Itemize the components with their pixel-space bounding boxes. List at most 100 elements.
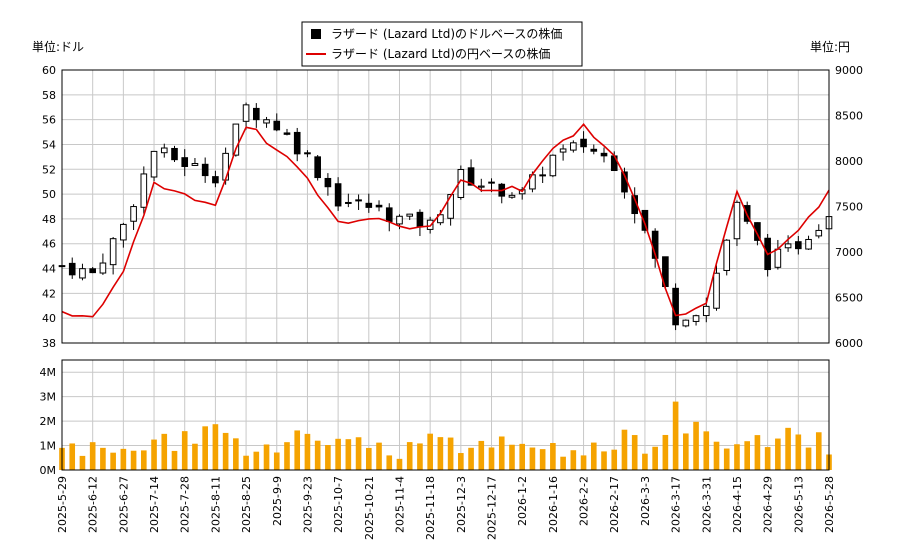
candle-body [590, 148, 598, 152]
volume-bar [263, 444, 270, 470]
candle-body [702, 305, 710, 317]
left-axis-tick-label: 58 [42, 89, 56, 102]
volume-bar [365, 447, 372, 470]
volume-bar [233, 438, 239, 470]
left-axis-tick-label: 60 [42, 64, 56, 77]
x-axis-date-label: 2026-1-2 [516, 476, 529, 526]
candle-body [171, 147, 178, 161]
candle-body [324, 177, 332, 188]
volume-bar [693, 421, 699, 470]
volume-bar [468, 447, 474, 470]
candle-body [508, 194, 516, 198]
right-axis-tick-label: 8000 [835, 155, 863, 168]
volume-bar [171, 450, 178, 470]
candle-body [160, 147, 168, 154]
volume-bar [519, 443, 526, 470]
volume-bar [294, 430, 301, 470]
x-axis-date-label: 2025-12-3 [455, 476, 468, 533]
candle-body [539, 174, 546, 177]
legend-jpy-label: ラザード (Lazard Ltd)の円ベースの株価 [331, 46, 550, 61]
left-axis-tick-label: 38 [42, 337, 56, 350]
volume-bar [376, 442, 382, 470]
volume-bar [488, 447, 495, 470]
volume-bar [79, 455, 86, 470]
candle-body [682, 319, 690, 327]
volume-bar [458, 453, 464, 470]
candlestick-series [58, 102, 833, 331]
candle-body [580, 138, 587, 148]
candle-body [365, 202, 373, 208]
candle-body [252, 107, 260, 121]
left-axis-tick-label: 50 [42, 188, 56, 201]
x-axis-date-label: 2025-7-14 [148, 476, 161, 533]
candle-body [293, 131, 301, 155]
volume-bar [529, 447, 536, 470]
right-axis-tick-label: 8500 [835, 110, 863, 123]
jpy-price-line [61, 123, 830, 318]
volume-bar [345, 439, 352, 470]
candle-body [692, 315, 700, 322]
volume-bar [386, 455, 393, 470]
volume-bar [795, 434, 802, 470]
volume-bar [590, 442, 597, 470]
x-axis-date-label: 2025-6-12 [87, 476, 100, 533]
volume-bar [335, 438, 341, 470]
volume-bar [304, 433, 311, 470]
x-axis-date-label: 2026-3-3 [639, 476, 652, 526]
volume-bar [192, 443, 198, 470]
volume-bar [141, 450, 147, 470]
candle-body [437, 214, 444, 224]
volume-bar [775, 438, 781, 470]
volume-bar [100, 447, 106, 470]
candle-body [641, 209, 649, 231]
volume-bar [273, 452, 280, 470]
volume-bar [764, 447, 771, 470]
candle-body [447, 194, 454, 219]
candle-body [120, 223, 127, 241]
candle-body [68, 262, 76, 276]
volume-bar [560, 456, 566, 470]
right-axis-tick-label: 6500 [835, 292, 863, 305]
x-axis-date-label: 2025-10-7 [332, 476, 345, 533]
volume-bar [222, 432, 229, 470]
candle-body [375, 204, 383, 208]
volume-bar [734, 444, 740, 470]
volume-bar [202, 426, 208, 470]
candle-body [406, 213, 414, 217]
jpy-price-polyline [61, 123, 830, 318]
right-axis-tick-label: 9000 [835, 64, 863, 77]
volume-bar [110, 452, 116, 470]
volume-bar [478, 440, 485, 470]
price-plot-frame [61, 69, 830, 344]
volume-bar [539, 449, 546, 470]
volume-bar [69, 443, 76, 470]
volume-bar [703, 431, 710, 470]
candle-body [130, 206, 137, 222]
candle-body [242, 104, 250, 122]
plot-frames [61, 69, 830, 471]
legend: ラザード (Lazard Ltd)のドルベースの株価 ラザード (Lazard … [301, 21, 583, 67]
volume-bar [212, 424, 219, 470]
candle-body [784, 243, 792, 249]
volume-bar [396, 458, 403, 470]
candle-body [754, 222, 761, 241]
volume-bar [509, 444, 515, 470]
volume-bar [570, 450, 577, 470]
candle-body [713, 272, 720, 309]
left-axis-tick-label: 48 [42, 213, 56, 226]
volume-bar [550, 443, 556, 470]
volume-bar [89, 442, 96, 470]
candle-body [805, 238, 812, 250]
left-axis-tick-label: 40 [42, 312, 56, 325]
right-axis-tick-label: 7500 [835, 201, 863, 214]
x-axis-date-label: 2025-6-27 [117, 476, 130, 533]
volume-bar [621, 429, 628, 470]
volume-bar [785, 427, 791, 470]
x-axis-date-label: 2025-9-23 [301, 476, 314, 533]
x-axis-date-label: 2026-1-16 [547, 476, 560, 533]
candle-body [549, 154, 557, 177]
candle-body [334, 183, 342, 207]
volume-bar [580, 455, 587, 470]
volume-axis-tick-label: 4M [40, 366, 57, 379]
